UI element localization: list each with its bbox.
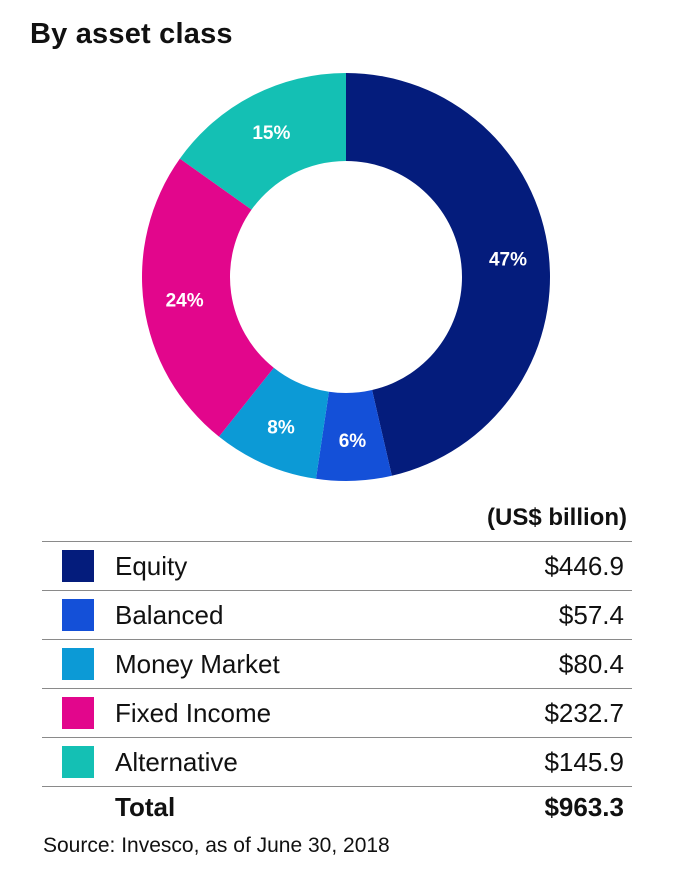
slice-percent-label: 24% [166, 291, 204, 312]
donut-slice [218, 367, 329, 479]
legend-value: $232.7 [544, 698, 624, 728]
legend-swatch [62, 648, 94, 680]
legend-label: Alternative [115, 747, 238, 777]
legend-value: $57.4 [558, 600, 624, 630]
legend-value: $80.4 [558, 649, 624, 679]
source-note: Source: Invesco, as of June 30, 2018 [43, 834, 390, 857]
legend-swatch [62, 599, 94, 631]
legend-label: Balanced [115, 600, 224, 630]
donut-chart: 47% 6% 8% 24% 15% [141, 73, 551, 482]
legend-row: Equity $446.9 [42, 541, 632, 590]
chart-title: By asset class [30, 18, 233, 50]
donut-slice [179, 73, 346, 210]
legend-row: Balanced $57.4 [42, 590, 632, 639]
legend-table: Equity $446.9 Balanced $57.4 Money Market $80… [42, 541, 632, 787]
legend-swatch [62, 746, 94, 778]
legend-label: Fixed Income [115, 698, 272, 728]
legend-swatch [62, 550, 94, 582]
legend-row: Alternative $145.9 [42, 737, 632, 787]
slice-percent-label: 15% [252, 123, 290, 144]
donut-slice [315, 390, 392, 482]
legend-swatch [62, 697, 94, 729]
legend-value: $145.9 [544, 747, 624, 777]
legend-label: Equity [115, 551, 188, 581]
total-value: $963.3 [544, 792, 624, 822]
donut-slice [346, 73, 551, 476]
total-row: Total $963.3 [42, 783, 632, 827]
donut-slice [141, 158, 274, 437]
total-label: Total [115, 792, 176, 822]
legend-label: Money Market [115, 649, 280, 679]
legend-value: $446.9 [544, 551, 624, 581]
slice-percent-label: 6% [339, 431, 367, 452]
unit-label: (US$ billion) [487, 504, 627, 531]
slice-percent-label: 47% [489, 250, 527, 271]
slice-percent-label: 8% [267, 417, 295, 438]
legend-row: Fixed Income $232.7 [42, 688, 632, 737]
legend-row: Money Market $80.4 [42, 639, 632, 688]
